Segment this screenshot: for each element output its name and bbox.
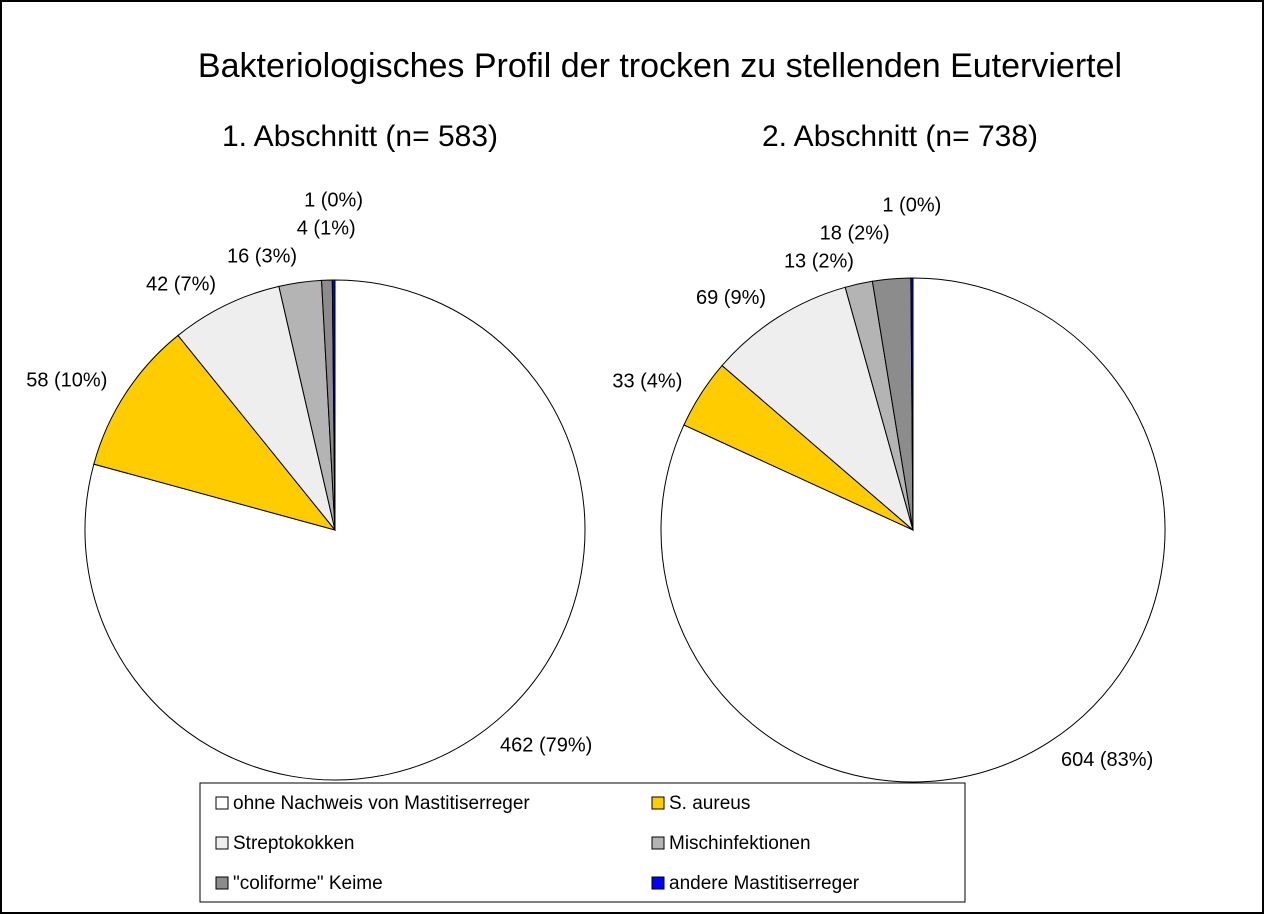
pie-title: 1. Abschnitt (n= 583) bbox=[222, 120, 498, 153]
legend-label: ohne Nachweis von Mastitiserreger bbox=[233, 793, 530, 814]
legend-swatch bbox=[651, 836, 665, 850]
data-label: 16 (3%) bbox=[227, 246, 297, 268]
pie-title: 2. Abschnitt (n= 738) bbox=[762, 120, 1038, 153]
data-label: 42 (7%) bbox=[146, 274, 216, 296]
legend-label: Streptokokken bbox=[233, 833, 354, 854]
data-label: 13 (2%) bbox=[784, 251, 854, 273]
data-label: 1 (0%) bbox=[304, 190, 363, 212]
pie-slice bbox=[721, 286, 914, 532]
legend-swatch bbox=[651, 796, 665, 810]
pie-slice bbox=[177, 285, 336, 531]
data-label: 18 (2%) bbox=[820, 223, 890, 245]
pie-slice bbox=[910, 277, 914, 531]
pie-slice bbox=[93, 334, 337, 531]
data-label: 1 (0%) bbox=[882, 195, 941, 217]
chart-title: Bakteriologisches Profil der trocken zu … bbox=[198, 47, 1122, 85]
legend-swatch bbox=[215, 876, 229, 890]
data-label: 4 (1%) bbox=[297, 218, 356, 240]
legend-swatch bbox=[651, 876, 665, 890]
data-label: 69 (9%) bbox=[696, 287, 766, 309]
data-label: 462 (79%) bbox=[500, 734, 592, 756]
data-label: 33 (4%) bbox=[612, 370, 682, 392]
legend-label: S. aureus bbox=[669, 793, 750, 814]
data-label: 604 (83%) bbox=[1061, 749, 1153, 771]
legend-label: "coliforme" Keime bbox=[233, 873, 383, 894]
legend-label: Mischinfektionen bbox=[669, 833, 811, 854]
legend-label: andere Mastitiserreger bbox=[669, 873, 860, 894]
legend-swatch bbox=[215, 796, 229, 810]
pie-slice bbox=[331, 279, 336, 531]
legend-swatch bbox=[215, 836, 229, 850]
data-label: 58 (10%) bbox=[26, 369, 107, 391]
legend-box bbox=[199, 782, 966, 903]
